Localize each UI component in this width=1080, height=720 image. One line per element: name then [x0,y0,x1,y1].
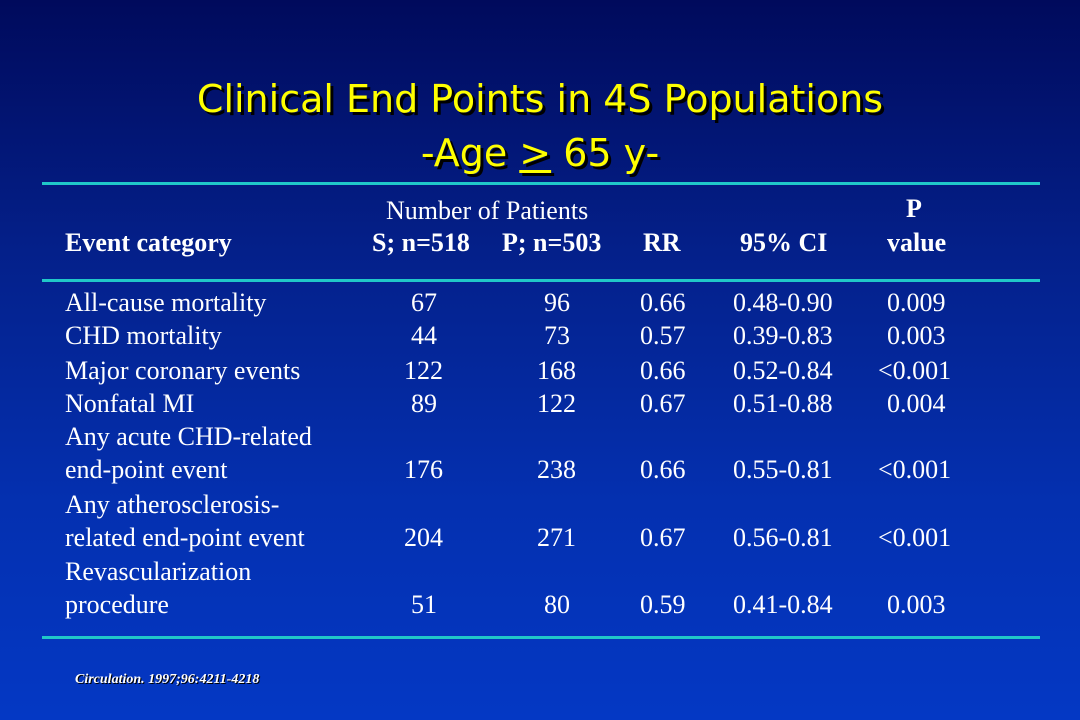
event-label: All-cause mortality [65,288,267,317]
rr-value: 0.57 [640,321,686,350]
event-label-continued: end-point event [65,455,228,484]
p-value: <0.001 [878,356,952,385]
event-label: Revascularization [65,557,252,586]
p-header-top: P [906,194,922,223]
s-count: 44 [411,321,437,350]
slide-title: Clinical End Points in 4S Populations -A… [0,72,1080,180]
ci-value: 0.51-0.88 [733,389,833,418]
rr-value: 0.66 [640,356,686,385]
ci-value: 0.56-0.81 [733,523,833,552]
ci-value: 0.55-0.81 [733,455,833,484]
ci-value: 0.52-0.84 [733,356,833,385]
p-value: <0.001 [878,455,952,484]
header-rule [42,279,1040,282]
title-line-2: -Age > 65 y- [0,126,1080,180]
event-label: Major coronary events [65,356,301,385]
rr-value: 0.66 [640,288,686,317]
title-line-2-suffix: 65 y- [551,131,660,175]
col-header-s: S; n=518 [372,228,470,257]
title-line-1: Clinical End Points in 4S Populations [196,77,884,121]
event-label-continued: related end-point event [65,523,305,552]
ci-value: 0.48-0.90 [733,288,833,317]
p-count: 73 [544,321,570,350]
p-count: 122 [537,389,576,418]
rr-value: 0.67 [640,523,686,552]
s-count: 122 [404,356,443,385]
col-header-p: P; n=503 [502,228,602,257]
p-value: 0.003 [887,590,946,619]
rr-value: 0.59 [640,590,686,619]
p-value: 0.004 [887,389,946,418]
ci-value: 0.41-0.84 [733,590,833,619]
s-count: 51 [411,590,437,619]
s-count: 67 [411,288,437,317]
event-label: Any acute CHD-related [65,422,312,451]
s-count: 89 [411,389,437,418]
p-count: 168 [537,356,576,385]
event-label: Nonfatal MI [65,389,195,418]
top-rule [42,182,1040,185]
s-count: 176 [404,455,443,484]
greater-or-equal-symbol: > [519,131,552,175]
event-label: CHD mortality [65,321,222,350]
p-value: 0.003 [887,321,946,350]
rr-value: 0.66 [640,455,686,484]
bottom-rule [42,636,1040,639]
col-header-pvalue: value [887,228,947,257]
col-header-event: Event category [65,228,232,257]
p-count: 96 [544,288,570,317]
p-count: 238 [537,455,576,484]
event-label-continued: procedure [65,590,169,619]
event-label: Any atherosclerosis- [65,490,280,519]
col-header-ci: 95% CI [740,228,828,257]
title-line-2-prefix: -Age [420,131,520,175]
p-value: <0.001 [878,523,952,552]
citation: Circulation. 1997;96:4211-4218 [75,672,260,687]
p-count: 80 [544,590,570,619]
p-count: 271 [537,523,576,552]
group-header-number-of-patients: Number of Patients [386,196,589,225]
s-count: 204 [404,523,443,552]
col-header-rr: RR [643,228,681,257]
rr-value: 0.67 [640,389,686,418]
p-value: 0.009 [887,288,946,317]
ci-value: 0.39-0.83 [733,321,833,350]
